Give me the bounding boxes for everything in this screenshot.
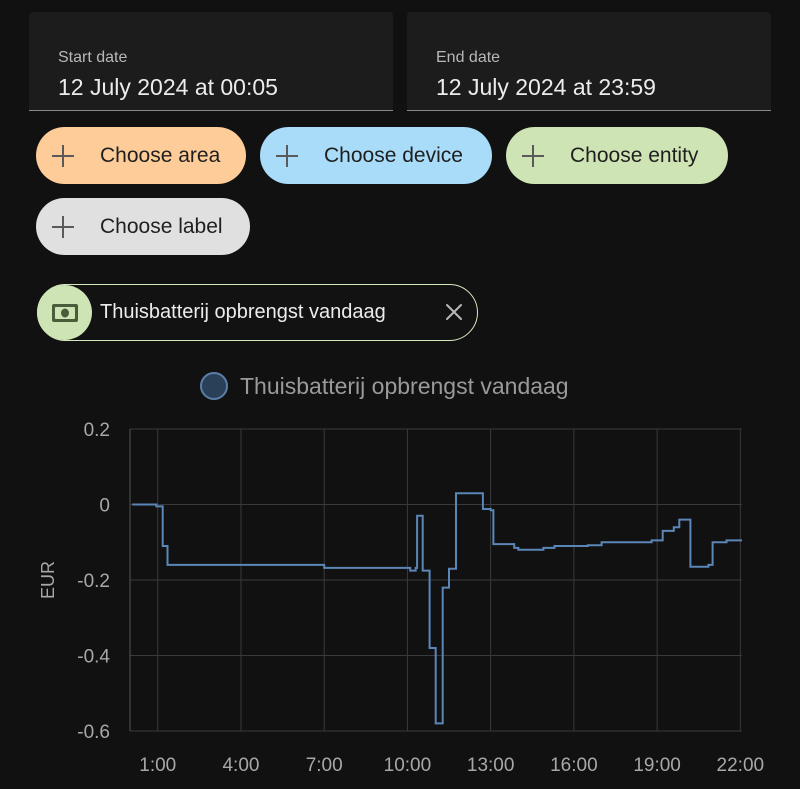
cash-icon xyxy=(37,285,92,340)
end-date-field[interactable]: End date 12 July 2024 at 23:59 xyxy=(407,12,771,111)
legend-label: Thuisbatterij opbrengst vandaag xyxy=(240,372,569,399)
x-tick-label: 16:00 xyxy=(550,755,598,776)
series-line xyxy=(132,492,742,725)
selected-entity-chip[interactable]: Thuisbatterij opbrengst vandaag xyxy=(37,284,478,341)
start-date-label: Start date xyxy=(58,49,128,66)
x-tick-label: 4:00 xyxy=(222,755,259,776)
choose-label-label: Choose label xyxy=(100,214,223,238)
selected-entity-name: Thuisbatterij opbrengst vandaag xyxy=(100,301,386,323)
choose-entity-button[interactable]: Choose entity xyxy=(506,127,728,184)
end-date-label: End date xyxy=(436,49,501,66)
choose-device-button[interactable]: Choose device xyxy=(260,127,492,184)
choose-device-label: Choose device xyxy=(324,143,463,167)
close-icon xyxy=(446,304,462,320)
y-tick-label: -0.2 xyxy=(77,571,110,592)
x-tick-label: 1:00 xyxy=(139,755,176,776)
x-tick-label: 19:00 xyxy=(633,755,681,776)
plus-icon xyxy=(52,215,74,238)
start-date-field[interactable]: Start date 12 July 2024 at 00:05 xyxy=(29,12,393,111)
plus-icon xyxy=(522,144,544,167)
choose-label-button[interactable]: Choose label xyxy=(36,198,250,255)
plus-icon xyxy=(52,144,74,167)
choose-entity-label: Choose entity xyxy=(570,143,699,167)
y-tick-label: -0.4 xyxy=(77,647,110,668)
history-chart[interactable]: 0.2 0 -0.2 -0.4 -0.6 1:00 4:00 7:00 10:00 13:00 16… xyxy=(0,410,800,789)
choose-area-label: Choose area xyxy=(100,143,221,167)
y-tick-label: 0 xyxy=(99,496,110,517)
x-tick-label: 22:00 xyxy=(717,755,765,776)
x-tick-label: 10:00 xyxy=(384,755,432,776)
y-tick-label: 0.2 xyxy=(84,420,110,441)
chart-legend[interactable]: Thuisbatterij opbrengst vandaag xyxy=(200,372,569,400)
legend-swatch xyxy=(200,372,228,400)
y-tick-label: -0.6 xyxy=(77,722,110,743)
y-axis-label: EUR xyxy=(38,561,58,599)
choose-area-button[interactable]: Choose area xyxy=(36,127,246,184)
plus-icon xyxy=(276,144,298,167)
start-date-value: 12 July 2024 at 00:05 xyxy=(58,74,278,100)
x-tick-label: 7:00 xyxy=(306,755,343,776)
end-date-value: 12 July 2024 at 23:59 xyxy=(436,74,656,100)
x-tick-label: 13:00 xyxy=(467,755,515,776)
remove-entity-button[interactable] xyxy=(444,302,464,322)
